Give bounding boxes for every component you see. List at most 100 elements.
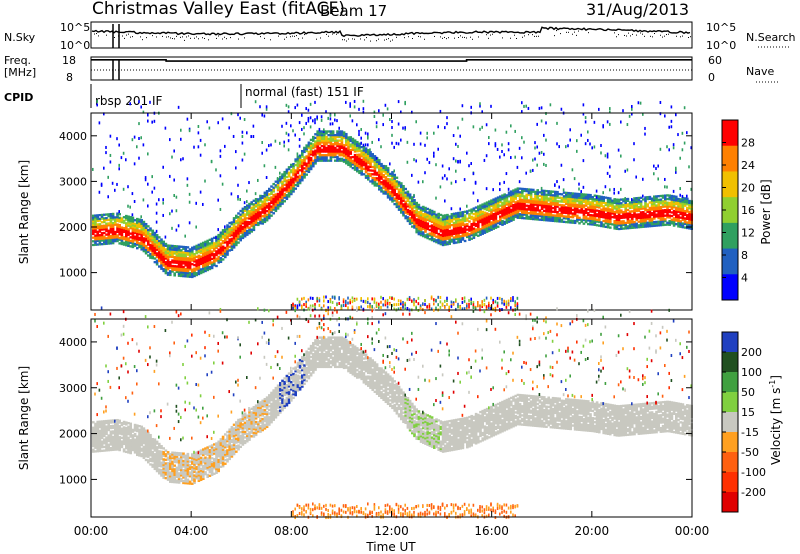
power-pixel <box>457 211 460 215</box>
power-pixel <box>386 305 389 309</box>
power-pixel <box>686 131 688 135</box>
power-pixel <box>109 223 113 227</box>
power-pixel <box>527 206 531 209</box>
power-pixel <box>177 105 180 109</box>
power-pixel <box>325 157 328 161</box>
power-pixel <box>358 129 360 133</box>
beam-label: Beam 17 <box>320 2 387 20</box>
power-pixel <box>261 215 264 218</box>
power-pixel <box>644 209 647 212</box>
power-pixel <box>309 151 313 154</box>
power-pixel <box>153 246 157 249</box>
power-pixel <box>578 205 581 209</box>
power-pixel <box>252 214 256 217</box>
power-pixel <box>243 226 247 229</box>
power-pixel <box>206 268 209 272</box>
power-pixel <box>516 205 520 208</box>
power-pixel <box>138 225 141 229</box>
power-pixel <box>501 208 504 212</box>
power-pixel <box>204 249 207 253</box>
power-pixel <box>661 203 665 207</box>
power-pixel <box>633 220 636 224</box>
power-pixel <box>131 236 135 240</box>
power-pixel <box>279 197 282 200</box>
power-pixel <box>488 229 491 232</box>
power-pixel <box>373 176 377 180</box>
power-pixel <box>554 218 557 221</box>
power-pixel <box>666 221 669 224</box>
power-pixel <box>395 176 399 179</box>
power-pixel <box>173 257 176 261</box>
nsearch-dot <box>486 34 487 36</box>
power-pixel <box>613 225 616 228</box>
power-pixel <box>571 208 575 212</box>
power-pixel <box>239 213 242 216</box>
power-pixel <box>259 105 261 109</box>
power-pixel <box>417 296 420 300</box>
power-pixel <box>483 216 487 220</box>
power-pixel <box>611 223 614 226</box>
power-pixel <box>186 262 190 265</box>
power-pixel <box>650 199 654 202</box>
power-pixel <box>177 245 181 248</box>
power-pixel <box>428 217 432 221</box>
power-pixel <box>364 131 367 135</box>
power-pixel <box>573 219 577 223</box>
power-pixel <box>560 218 564 222</box>
power-pixel <box>232 244 236 247</box>
power-pixel <box>604 209 608 212</box>
power-pixel <box>202 263 205 266</box>
power-pixel <box>624 223 627 226</box>
power-pixel <box>298 154 302 157</box>
power-pixel <box>602 207 605 210</box>
power-pixel <box>653 224 656 227</box>
power-pixel <box>556 210 559 214</box>
power-pixel <box>208 260 212 263</box>
power-pixel <box>569 212 572 215</box>
power-pixel <box>642 211 645 214</box>
power-pixel <box>347 156 350 159</box>
power-pixel <box>210 159 213 163</box>
power-pixel <box>505 219 509 223</box>
power-pixel <box>186 251 190 254</box>
power-pixel <box>292 170 295 173</box>
power-pixel <box>450 229 454 232</box>
power-pixel <box>287 178 291 182</box>
power-pixel <box>653 199 656 202</box>
power-pixel <box>428 219 432 223</box>
power-pixel <box>635 226 638 229</box>
power-pixel <box>202 245 205 248</box>
power-pixel <box>331 132 335 135</box>
power-pixel <box>609 200 612 204</box>
power-pixel <box>580 202 583 205</box>
power-pixel <box>318 130 322 133</box>
power-pixel <box>153 250 157 253</box>
power-pixel <box>340 144 344 148</box>
power-pixel <box>180 128 182 132</box>
power-pixel <box>250 217 253 220</box>
power-pixel <box>628 204 632 208</box>
power-pixel <box>626 199 630 202</box>
power-pixel <box>246 224 249 227</box>
power-pixel <box>129 227 132 230</box>
power-pixel <box>538 213 542 216</box>
power-pixel <box>228 245 231 248</box>
power-pixel <box>391 120 393 124</box>
power-pixel <box>127 230 130 233</box>
power-pixel <box>276 192 280 196</box>
power-pixel <box>147 232 150 235</box>
power-pixel <box>404 191 407 194</box>
power-pixel <box>391 189 394 192</box>
power-pixel <box>375 162 379 165</box>
power-pixel <box>188 259 192 262</box>
power-pixel <box>261 194 264 198</box>
power-pixel <box>162 262 165 265</box>
power-pixel <box>367 156 370 159</box>
power-pixel <box>477 234 480 237</box>
power-pixel <box>272 186 275 189</box>
power-pixel <box>657 209 660 212</box>
power-pixel <box>488 204 491 207</box>
power-pixel <box>595 198 599 201</box>
power-pixel <box>166 262 170 265</box>
power-pixel <box>496 225 500 228</box>
